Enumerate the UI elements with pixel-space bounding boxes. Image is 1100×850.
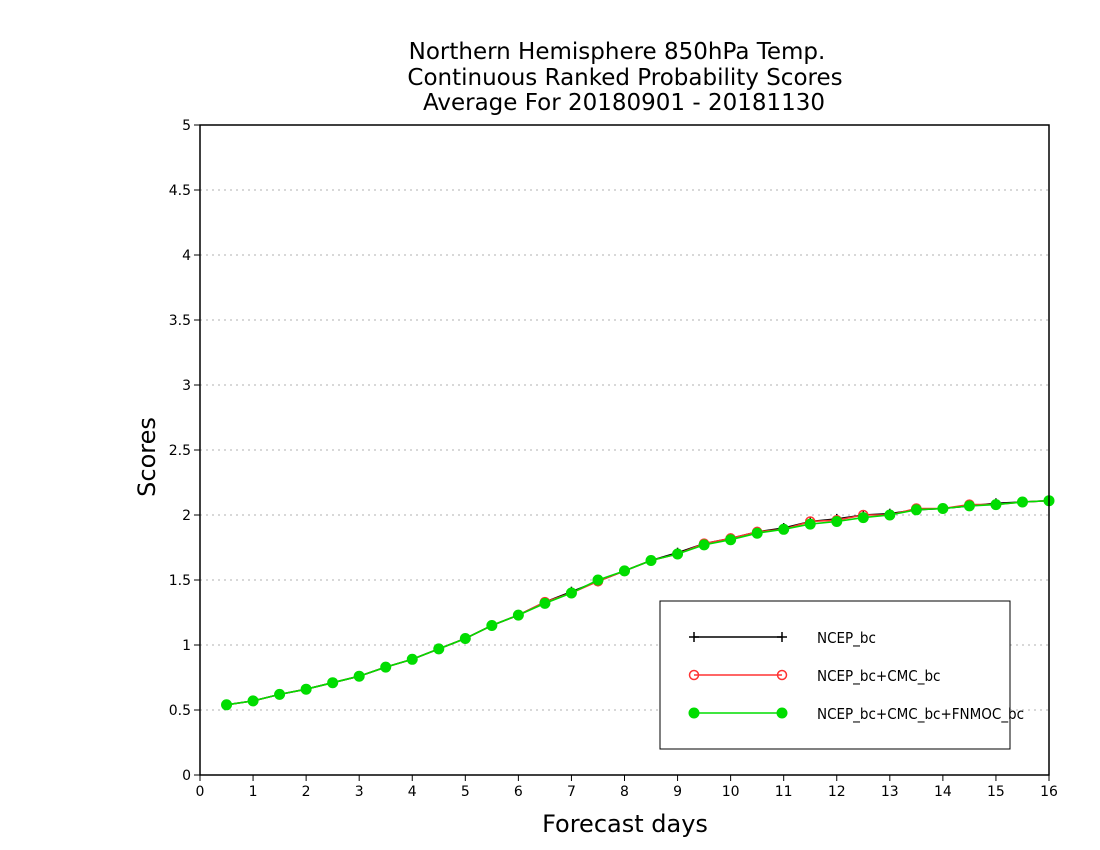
y-tick-label: 2.5 [169, 443, 191, 459]
data-point [619, 565, 630, 577]
legend-marker [776, 669, 788, 681]
legend-marker [688, 669, 700, 681]
data-point [565, 587, 577, 599]
title-line-1: Northern Hemisphere 850hPa Temp. [409, 39, 826, 65]
y-tick-label: 5 [182, 118, 191, 134]
data-point [725, 534, 737, 546]
data-point [353, 670, 365, 682]
data-point [857, 512, 869, 524]
data-point [274, 688, 286, 700]
x-tick-label: 7 [567, 784, 576, 800]
y-tick-label: 4 [182, 248, 191, 264]
y-tick-label: 1 [182, 638, 191, 654]
legend-marker [689, 632, 699, 642]
legend-marker [688, 707, 700, 719]
data-point [539, 597, 551, 609]
data-point [884, 509, 896, 521]
data-point [937, 503, 949, 514]
chart-title: Northern Hemisphere 850hPa Temp. Continu… [407, 39, 842, 116]
data-point [300, 683, 312, 695]
y-tick-label: 3.5 [169, 313, 191, 329]
data-point [698, 539, 710, 551]
data-point [645, 555, 657, 566]
legend-entry-2: NCEP_bc+CMC_bc+FNMOC_bc [688, 705, 1024, 724]
x-tick-label: 0 [196, 784, 205, 800]
legend-label: NCEP_bc+CMC_bc+FNMOC_bc [817, 705, 1024, 724]
plot-frame [199, 124, 1050, 776]
x-tick-label: 5 [461, 784, 470, 800]
data-point [751, 527, 763, 539]
y-axis-label: Scores [133, 417, 161, 497]
legend-marker [776, 707, 788, 719]
data-point [406, 653, 418, 665]
series-2 [221, 495, 1055, 711]
data-point [910, 504, 922, 516]
legend-label: NCEP_bc [817, 629, 876, 648]
x-tick-label: 10 [722, 784, 740, 800]
data-point [990, 499, 1002, 511]
x-tick-label: 14 [934, 784, 952, 800]
data-point [963, 500, 975, 512]
x-tick-label: 6 [514, 784, 523, 800]
data-point [459, 633, 471, 644]
legend: NCEP_bc NCEP_bc+CMC_bc NCEP_bc+CMC_bc+FNMO… [659, 600, 1024, 750]
data-point [327, 677, 339, 689]
x-tick-label: 11 [775, 784, 793, 800]
x-tick-label: 3 [355, 784, 364, 800]
legend-entry-0: NCEP_bc [689, 629, 876, 648]
data-series [221, 495, 1055, 711]
legend-label: NCEP_bc+CMC_bc [817, 667, 940, 686]
x-tick-label: 2 [302, 784, 311, 800]
x-tick-label: 8 [620, 784, 629, 800]
data-point [831, 516, 843, 527]
x-tick-label: 9 [673, 784, 682, 800]
data-point [592, 574, 604, 586]
axes: 00.511.522.533.544.550 1 2 3 4 5 6 7 8 9 10 11 12 13 1… [169, 118, 1058, 800]
y-tick-label: 2 [182, 508, 191, 524]
y-tick-label: 4.5 [169, 183, 191, 199]
data-point [221, 699, 233, 711]
x-tick-label: 12 [828, 784, 846, 800]
x-tick-label: 15 [987, 784, 1005, 800]
legend-marker [777, 632, 787, 642]
data-point [486, 620, 498, 631]
x-tick-label: 13 [881, 784, 899, 800]
data-point [778, 523, 790, 535]
data-point [380, 661, 392, 673]
x-tick-label: 1 [249, 784, 258, 800]
data-point [1016, 496, 1028, 508]
y-tick-label: 0 [182, 768, 191, 784]
legend-entry-1: NCEP_bc+CMC_bc [688, 667, 940, 686]
title-line-3: Average For 20180901 - 20181130 [423, 90, 825, 116]
data-point [433, 643, 445, 655]
data-point [512, 609, 524, 621]
data-point [804, 518, 816, 530]
x-axis-label: Forecast days [542, 810, 708, 838]
title-line-2: Continuous Ranked Probability Scores [407, 65, 842, 91]
y-tick-label: 1.5 [169, 573, 191, 589]
data-point [672, 548, 684, 560]
y-tick-label: 3 [182, 378, 191, 394]
y-tick-label: 0.5 [169, 703, 191, 719]
data-point [247, 695, 259, 707]
x-tick-label: 4 [408, 784, 417, 800]
x-tick-label: 16 [1040, 784, 1058, 800]
